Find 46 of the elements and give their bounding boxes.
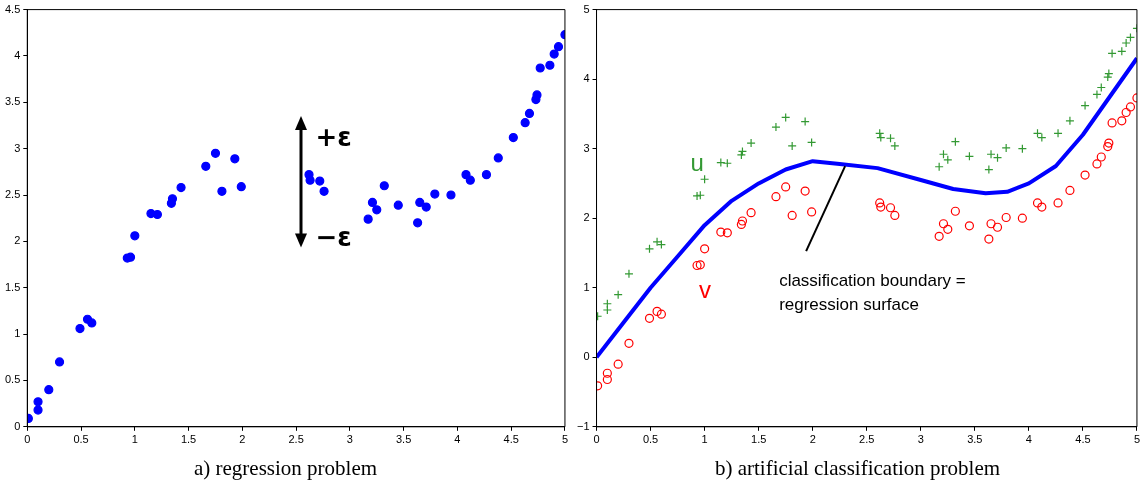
- y-tick-label: 1: [14, 327, 21, 340]
- x-tick-label: 1: [131, 433, 138, 446]
- x-tick-label: 0: [24, 433, 31, 446]
- x-tick-label: 0.5: [642, 433, 659, 446]
- x-tick-label: 3.5: [396, 433, 412, 446]
- y-tick-label: −1: [576, 419, 590, 432]
- x-tick-label: 4: [1025, 433, 1032, 446]
- y-tick-label: 2: [583, 211, 590, 224]
- series-label: u: [690, 148, 704, 176]
- x-tick-label: 0: [593, 433, 600, 446]
- x-tick-label: 4: [454, 433, 461, 446]
- x-tick-label: 3.5: [967, 433, 983, 446]
- y-tick-label: 0.5: [4, 373, 21, 386]
- y-tick-label: 3: [583, 141, 590, 154]
- text: a) regression problem: [192, 456, 379, 481]
- x-tick-label: 2.5: [859, 433, 875, 446]
- x-tick-label: 3: [917, 433, 924, 446]
- annotation: +ε: [315, 121, 352, 152]
- x-tick-label: 5: [1133, 433, 1140, 446]
- y-tick-label: 0: [583, 350, 590, 363]
- y-tick-label: 4: [583, 72, 590, 85]
- y-tick-label: 1: [583, 280, 590, 293]
- x-tick-label: 1: [701, 433, 708, 446]
- annotation: −ε: [315, 221, 352, 252]
- x-tick-label: 2: [809, 433, 816, 446]
- y-tick-label: 4.5: [4, 2, 21, 15]
- y-tick-label: 5: [583, 2, 590, 15]
- y-tick-label: 2.5: [4, 188, 21, 201]
- y-tick-label: 3.5: [4, 95, 21, 108]
- y-tick-label: 0: [14, 419, 21, 432]
- y-tick-label: 2: [14, 234, 21, 247]
- x-tick-label: 1.5: [180, 433, 197, 446]
- x-tick-label: 3: [346, 433, 353, 446]
- text: b) artificial classification problem: [713, 456, 1002, 481]
- series-label: v: [699, 276, 712, 304]
- y-tick-label: 3: [14, 141, 21, 154]
- x-tick-label: 4.5: [503, 433, 519, 446]
- x-tick-label: 2.5: [288, 433, 304, 446]
- x-tick-label: 2: [239, 433, 246, 446]
- x-tick-label: 4.5: [1075, 433, 1091, 446]
- annotation: classification boundary = regression surface: [779, 271, 966, 315]
- x-tick-label: 5: [561, 433, 568, 446]
- y-tick-label: 1.5: [4, 280, 21, 293]
- x-tick-label: 1.5: [751, 433, 767, 446]
- y-tick-label: 4: [14, 48, 21, 61]
- x-tick-label: 0.5: [73, 433, 89, 446]
